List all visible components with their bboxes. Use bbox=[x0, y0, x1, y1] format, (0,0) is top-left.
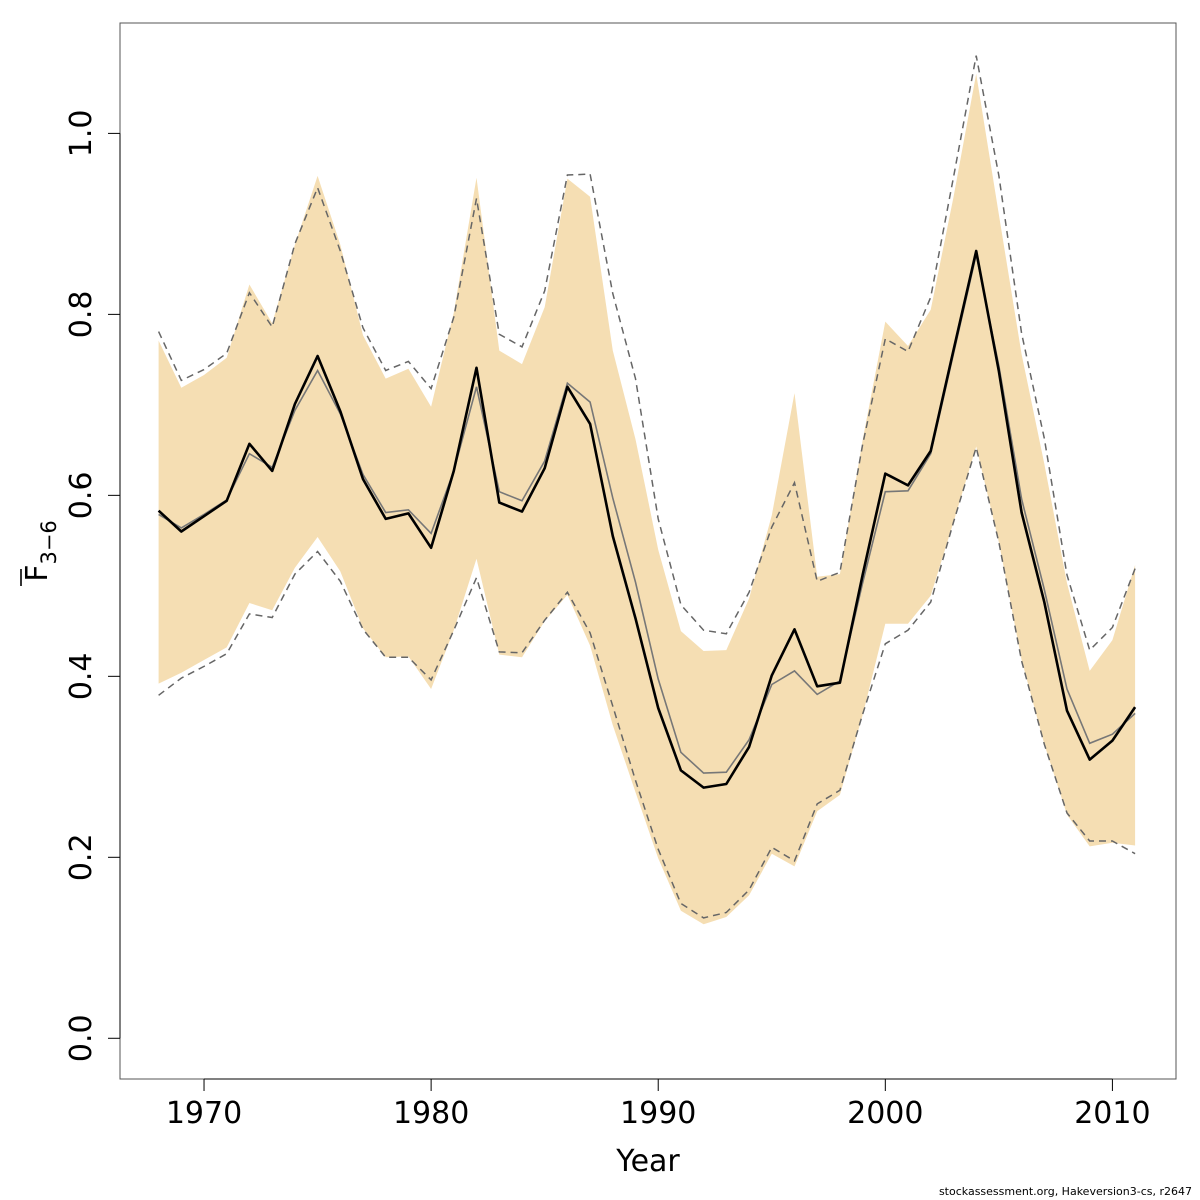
lower-interval-line bbox=[158, 444, 1136, 919]
x-tick-label: 1980 bbox=[393, 1096, 469, 1131]
y-axis-title: F3−6 bbox=[20, 520, 61, 586]
y-tick-label: 0.4 bbox=[64, 652, 99, 700]
y-tick-label: 1.0 bbox=[64, 110, 99, 158]
x-tick-label: 2010 bbox=[1074, 1096, 1150, 1131]
x-tick-label: 2000 bbox=[847, 1096, 923, 1131]
footer-credit: stockassessment.org, Hakeversion3-cs, r2… bbox=[938, 1185, 1192, 1198]
y-tick-label: 0.8 bbox=[64, 291, 99, 339]
y-tick-label: 0.2 bbox=[64, 833, 99, 881]
svg-text:F3−6: F3−6 bbox=[20, 520, 61, 582]
x-tick-label: 1990 bbox=[620, 1096, 696, 1131]
y-tick-label: 0.6 bbox=[64, 471, 99, 519]
y-axis-title-main: F bbox=[20, 565, 55, 582]
y-axis-title-sub: 3−6 bbox=[37, 520, 61, 564]
estimate-line bbox=[157, 249, 1137, 789]
x-axis-title: Year bbox=[615, 1144, 680, 1179]
confidence-band bbox=[158, 73, 1136, 925]
y-tick-label: 0.0 bbox=[64, 1014, 99, 1062]
x-tick-label: 1970 bbox=[166, 1096, 242, 1131]
upper-interval-line bbox=[157, 55, 1136, 652]
